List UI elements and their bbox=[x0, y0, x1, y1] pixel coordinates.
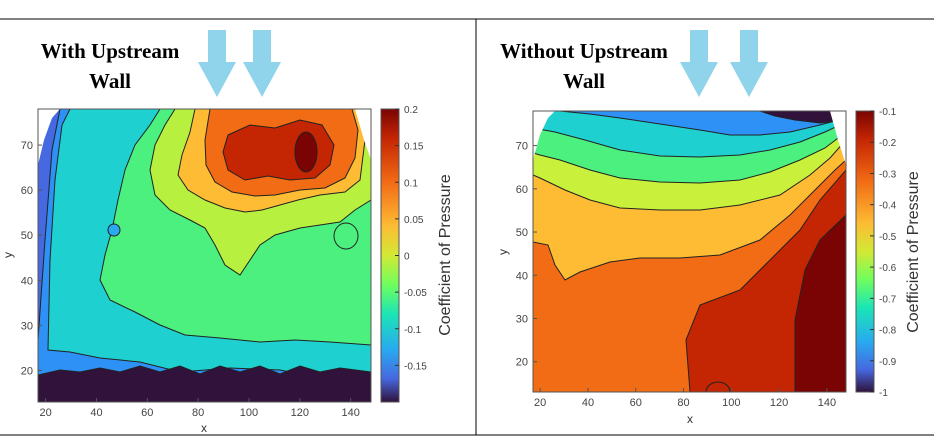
right-colorbar-label: Coefficient of Pressure bbox=[905, 171, 922, 333]
right-x-axis-label: x bbox=[687, 412, 693, 426]
colorbar-tick-label: -0.1 bbox=[404, 325, 422, 336]
y-tick-label: 50 bbox=[21, 230, 33, 242]
right-plot-frame bbox=[532, 110, 847, 393]
colorbar-tick-label: -1 bbox=[879, 388, 888, 399]
left-x-ticks: 20 40 60 80 100 120 140 bbox=[40, 398, 360, 419]
x-tick-label: 20 bbox=[40, 407, 52, 419]
flow-arrow-icon bbox=[243, 30, 281, 97]
colorbar-tick-label: -0.15 bbox=[404, 361, 427, 372]
y-tick-label: 60 bbox=[516, 184, 528, 196]
left-colorbar-ticks: 0.2 0.15 0.1 0.05 0 -0.05 -0.1 -0.15 bbox=[395, 105, 427, 372]
colorbar-tick-label: 0.15 bbox=[404, 142, 424, 153]
x-tick-label: 120 bbox=[770, 397, 788, 409]
right-panel-title: Without Upstream Wall bbox=[484, 36, 684, 96]
colorbar-tick-label: -0.5 bbox=[879, 232, 897, 243]
flow-arrow-icon bbox=[730, 30, 768, 97]
left-plot-frame bbox=[37, 108, 372, 403]
flow-arrow-icon bbox=[198, 30, 236, 97]
y-tick-label: 50 bbox=[516, 227, 528, 239]
x-tick-label: 100 bbox=[240, 407, 258, 419]
x-tick-label: 20 bbox=[534, 397, 546, 409]
y-tick-label: 30 bbox=[516, 314, 528, 326]
y-tick-label: 30 bbox=[21, 320, 33, 332]
x-tick-label: 80 bbox=[192, 407, 204, 419]
y-tick-label: 20 bbox=[21, 365, 33, 377]
colorbar-tick-label: -0.05 bbox=[404, 288, 427, 299]
y-tick-label: 20 bbox=[516, 357, 528, 369]
x-tick-label: 40 bbox=[90, 407, 102, 419]
x-tick-label: 60 bbox=[141, 407, 153, 419]
x-tick-label: 140 bbox=[818, 397, 836, 409]
colorbar-tick-label: -0.2 bbox=[879, 138, 897, 149]
colorbar-tick-label: -0.7 bbox=[879, 294, 897, 305]
colorbar-tick-label: -0.6 bbox=[879, 263, 897, 274]
y-tick-label: 60 bbox=[21, 185, 33, 197]
right-colorbar bbox=[855, 110, 875, 393]
y-tick-label: 40 bbox=[21, 275, 33, 287]
left-title-line-1: With Upstream bbox=[40, 39, 180, 63]
left-colorbar-label: Coefficient of Pressure bbox=[437, 174, 454, 336]
colorbar-tick-label: -0.3 bbox=[879, 169, 897, 180]
right-x-ticks: 20 40 60 80 100 120 140 bbox=[534, 388, 836, 409]
right-y-ticks: 20 30 40 50 60 70 bbox=[516, 141, 537, 369]
right-title-line-1: Without Upstream bbox=[500, 39, 668, 63]
flow-arrow-icon bbox=[680, 30, 718, 97]
colorbar-tick-label: 0.1 bbox=[404, 178, 418, 189]
y-tick-label: 70 bbox=[516, 141, 528, 153]
right-title-line-2: Wall bbox=[562, 69, 605, 93]
x-tick-label: 140 bbox=[341, 407, 359, 419]
left-panel: 0.2 0.15 0.1 0.05 0 -0.05 -0.1 -0.15 Coefficien… bbox=[1, 30, 454, 435]
left-contour-field bbox=[38, 109, 371, 402]
colorbar-tick-label: 0.05 bbox=[404, 215, 424, 226]
left-y-ticks: 20 30 40 50 60 70 bbox=[21, 140, 42, 377]
right-y-axis-label: y bbox=[496, 249, 510, 255]
x-tick-label: 60 bbox=[630, 397, 642, 409]
left-x-axis-label: x bbox=[201, 421, 207, 435]
y-tick-label: 70 bbox=[21, 140, 33, 152]
right-colorbar-ticks: -0.1 -0.2 -0.3 -0.4 -0.5 -0.6 -0.7 -0.8 -0.9 -1 bbox=[870, 107, 897, 399]
colorbar-tick-label: -0.4 bbox=[879, 201, 897, 212]
x-tick-label: 100 bbox=[722, 397, 740, 409]
left-panel-title: With Upstream Wall bbox=[20, 36, 200, 96]
right-panel: -0.1 -0.2 -0.3 -0.4 -0.5 -0.6 -0.7 -0.8 -0.9 -1 C… bbox=[496, 30, 922, 426]
colorbar-tick-label: 0 bbox=[404, 252, 410, 263]
right-contour-field bbox=[533, 111, 846, 392]
x-tick-label: 40 bbox=[582, 397, 594, 409]
x-tick-label: 120 bbox=[291, 407, 309, 419]
colorbar-tick-label: -0.1 bbox=[879, 107, 897, 118]
left-y-axis-label: y bbox=[1, 252, 15, 258]
y-tick-label: 40 bbox=[516, 270, 528, 282]
x-tick-label: 80 bbox=[677, 397, 689, 409]
left-title-line-2: Wall bbox=[88, 69, 131, 93]
colorbar-tick-label: -0.8 bbox=[879, 326, 897, 337]
colorbar-tick-label: -0.9 bbox=[879, 357, 897, 368]
colorbar-tick-label: 0.2 bbox=[404, 105, 418, 116]
